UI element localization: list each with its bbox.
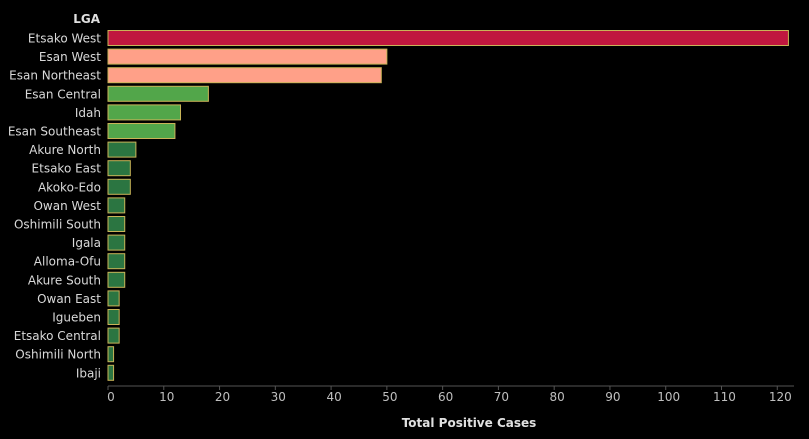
category-label-idah: Idah xyxy=(75,106,101,120)
bar-esan-central[interactable] xyxy=(107,85,209,102)
bar-etsako-central[interactable] xyxy=(107,327,120,344)
x-tick-label: 20 xyxy=(215,390,230,404)
category-label-ibaji: Ibaji xyxy=(76,366,101,380)
bar-etsako-east[interactable] xyxy=(107,160,131,177)
bars-group xyxy=(107,30,789,381)
category-label-alloma-ofu: Alloma-Ofu xyxy=(34,255,101,269)
x-tick-label: 60 xyxy=(438,390,453,404)
bar-esan-west[interactable] xyxy=(107,48,388,65)
bar-owan-west[interactable] xyxy=(107,197,126,214)
x-tick-label: 30 xyxy=(271,390,286,404)
category-label-owan-west: Owan West xyxy=(33,199,101,213)
category-label-akure-north: Akure North xyxy=(29,143,101,157)
bar-igueben[interactable] xyxy=(107,309,120,325)
bar-alloma-ofu[interactable] xyxy=(107,253,126,270)
bar-esan-northeast[interactable] xyxy=(107,67,382,84)
x-tick-label: 110 xyxy=(713,390,736,404)
category-label-etsako-east: Etsako East xyxy=(32,162,102,176)
category-label-esan-central: Esan Central xyxy=(25,87,101,101)
bar-igala[interactable] xyxy=(107,234,126,251)
x-tick-label: 120 xyxy=(769,390,792,404)
x-tick-label: 70 xyxy=(494,390,509,404)
dimension-title: LGA xyxy=(73,12,100,26)
bar-oshimili-north[interactable] xyxy=(107,346,115,363)
bar-idah[interactable] xyxy=(107,104,182,121)
x-tick-label: 40 xyxy=(326,390,341,404)
category-labels: Etsako West Esan West Esan Northeast Esan C… xyxy=(8,32,101,381)
category-label-akoko-edo: Akoko-Edo xyxy=(38,180,101,194)
bar-etsako-west[interactable] xyxy=(107,30,789,46)
x-tick-label: 50 xyxy=(382,390,397,404)
x-axis-ticks: 0 10 20 30 40 50 60 70 80 90 100 110 120 xyxy=(107,386,792,404)
bar-akoko-edo[interactable] xyxy=(107,178,131,195)
category-label-owan-east: Owan East xyxy=(37,292,101,306)
x-tick-label: 10 xyxy=(159,390,174,404)
category-label-akure-south: Akure South xyxy=(28,273,101,287)
bar-esan-southeast[interactable] xyxy=(107,123,176,139)
x-tick-label: 80 xyxy=(550,390,565,404)
category-label-igueben: Igueben xyxy=(52,311,101,325)
category-label-esan-west: Esan West xyxy=(39,50,101,64)
x-tick-label: 0 xyxy=(107,390,115,404)
category-label-esan-southeast: Esan Southeast xyxy=(8,125,101,139)
x-tick-label: 100 xyxy=(657,390,680,404)
bar-oshimili-south[interactable] xyxy=(107,216,126,232)
category-label-oshimili-north: Oshimili North xyxy=(15,348,101,362)
bar-akure-south[interactable] xyxy=(107,271,126,288)
x-axis-title: Total Positive Cases xyxy=(402,416,537,430)
bar-owan-east[interactable] xyxy=(107,290,120,307)
bar-akure-north[interactable] xyxy=(107,141,137,158)
category-label-oshimili-south: Oshimili South xyxy=(14,218,101,232)
bar-ibaji[interactable] xyxy=(107,364,115,381)
category-label-esan-northeast: Esan Northeast xyxy=(9,69,101,83)
category-label-etsako-central: Etsako Central xyxy=(14,329,101,343)
category-label-igala: Igala xyxy=(72,236,101,250)
x-tick-label: 90 xyxy=(605,390,620,404)
category-label-etsako-west: Etsako West xyxy=(28,32,101,46)
